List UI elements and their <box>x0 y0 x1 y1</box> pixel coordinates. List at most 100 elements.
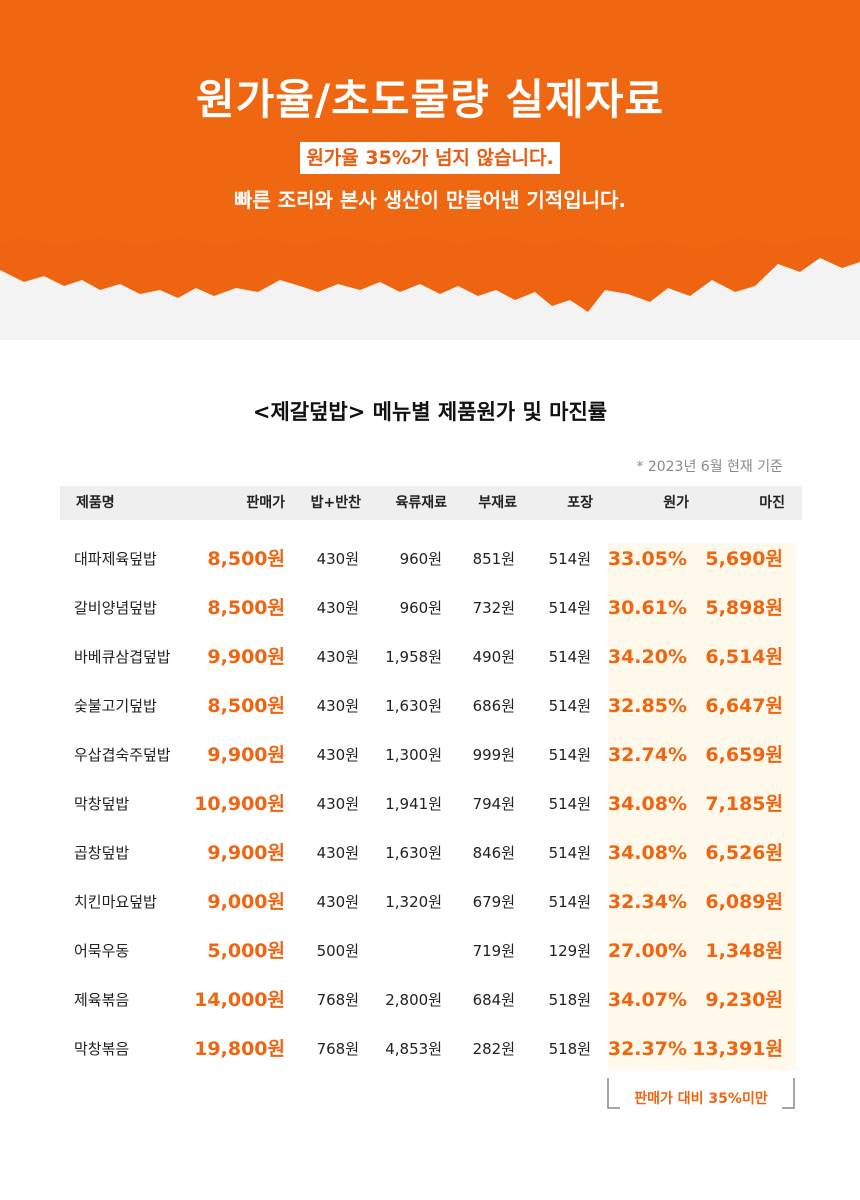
meat-cost: 1,630원 <box>385 697 442 715</box>
margin-amount: 1,348원 <box>705 940 783 962</box>
rice-side-cost: 430원 <box>316 893 359 911</box>
packaging-cost: 518원 <box>548 1040 591 1058</box>
cost-margin-highlight-band <box>608 543 796 1070</box>
product-name: 막창덮밥 <box>74 795 130 813</box>
header-rice: 밥+반찬 <box>310 495 361 511</box>
product-name: 갈비양념덮밥 <box>74 599 157 617</box>
rice-side-cost: 768원 <box>316 991 359 1009</box>
rice-side-cost: 430원 <box>316 795 359 813</box>
bracket-line <box>607 1078 795 1109</box>
meat-cost: 1,958원 <box>385 648 442 666</box>
product-name: 숯불고기덮밥 <box>74 697 157 715</box>
meat-cost: 1,320원 <box>385 893 442 911</box>
meat-cost: 960원 <box>399 599 442 617</box>
product-name: 곱창덮밥 <box>74 844 130 862</box>
table-row: 대파제육덮밥 8,500원 430원 960원 851원 514원 33.05%… <box>0 535 860 584</box>
sub-ingredient-cost: 732원 <box>472 599 515 617</box>
cost-rate: 32.34% <box>607 891 687 913</box>
sub-ingredient-cost: 851원 <box>472 550 515 568</box>
meat-cost: 1,941원 <box>385 795 442 813</box>
highlight-badge: 원가율 35%가 넘지 않습니다. <box>300 142 560 174</box>
sale-price: 10,900원 <box>194 793 285 815</box>
cost-footnote-bracket: 판매가 대비 35%미만 <box>606 1078 796 1110</box>
sub-ingredient-cost: 684원 <box>472 991 515 1009</box>
table-header-row: 제품명 판매가 밥+반찬 육류재료 부재료 포장 원가 마진 <box>60 486 802 520</box>
sale-price: 8,500원 <box>207 597 285 619</box>
header-sub: 부재료 <box>478 495 517 511</box>
header-margin: 마진 <box>759 495 785 511</box>
table-row: 갈비양념덮밥 8,500원 430원 960원 732원 514원 30.61%… <box>0 584 860 633</box>
sub-ingredient-cost: 794원 <box>472 795 515 813</box>
packaging-cost: 129원 <box>548 942 591 960</box>
sale-price: 19,800원 <box>194 1038 285 1060</box>
header-name: 제품명 <box>76 495 115 511</box>
rice-side-cost: 430원 <box>316 697 359 715</box>
cost-rate: 34.20% <box>607 646 687 668</box>
footnote-text: 판매가 대비 35%미만 <box>634 1091 768 1107</box>
margin-amount: 13,391원 <box>692 1038 783 1060</box>
sale-price: 9,000원 <box>207 891 285 913</box>
rice-side-cost: 430원 <box>316 599 359 617</box>
cost-rate: 32.74% <box>607 744 687 766</box>
product-name: 바베큐삼겹덮밥 <box>74 648 171 666</box>
margin-amount: 7,185원 <box>705 793 783 815</box>
packaging-cost: 514원 <box>548 599 591 617</box>
table-title: <제갈덮밥> 메뉴별 제품원가 및 마진률 <box>252 400 608 424</box>
sub-ingredient-cost: 282원 <box>472 1040 515 1058</box>
table-row: 막창볶음 19,800원 768원 4,853원 282원 518원 32.37… <box>0 1025 860 1074</box>
packaging-cost: 514원 <box>548 550 591 568</box>
margin-amount: 5,898원 <box>705 597 783 619</box>
meat-cost: 1,300원 <box>385 746 442 764</box>
sale-price: 8,500원 <box>207 548 285 570</box>
packaging-cost: 514원 <box>548 648 591 666</box>
table-row: 막창덮밥 10,900원 430원 1,941원 794원 514원 34.08… <box>0 780 860 829</box>
sub-ingredient-cost: 686원 <box>472 697 515 715</box>
sub-ingredient-cost: 846원 <box>472 844 515 862</box>
packaging-cost: 514원 <box>548 697 591 715</box>
sub-ingredient-cost: 719원 <box>472 942 515 960</box>
product-name: 제육볶음 <box>74 991 130 1009</box>
sub-ingredient-cost: 999원 <box>472 746 515 764</box>
sub-ingredient-cost: 679원 <box>472 893 515 911</box>
header-meat: 육류재료 <box>395 495 447 511</box>
sale-price: 9,900원 <box>207 842 285 864</box>
cost-rate: 33.05% <box>607 548 687 570</box>
table-row: 곱창덮밥 9,900원 430원 1,630원 846원 514원 34.08%… <box>0 829 860 878</box>
product-name: 막창볶음 <box>74 1040 130 1058</box>
rice-side-cost: 768원 <box>316 1040 359 1058</box>
table-row: 제육볶음 14,000원 768원 2,800원 684원 518원 34.07… <box>0 976 860 1025</box>
packaging-cost: 514원 <box>548 795 591 813</box>
rice-side-cost: 430원 <box>316 844 359 862</box>
margin-amount: 5,690원 <box>705 548 783 570</box>
cost-rate: 32.37% <box>607 1038 687 1060</box>
page-title: 원가율/초도물량 실제자료 <box>195 75 664 124</box>
header-pack: 포장 <box>567 495 593 511</box>
basis-note: * 2023년 6월 현재 기준 <box>636 459 783 475</box>
header-price: 판매가 <box>246 495 285 511</box>
product-name: 치킨마요덮밥 <box>74 893 157 911</box>
packaging-cost: 518원 <box>548 991 591 1009</box>
sale-price: 5,000원 <box>207 940 285 962</box>
hero-banner: 원가율/초도물량 실제자료 원가율 35%가 넘지 않습니다. 빠른 조리와 본… <box>0 0 860 340</box>
margin-amount: 6,526원 <box>705 842 783 864</box>
meat-cost: 2,800원 <box>385 991 442 1009</box>
sale-price: 8,500원 <box>207 695 285 717</box>
cost-rate: 34.07% <box>607 989 687 1011</box>
hero-subtitle: 빠른 조리와 본사 생산이 만들어낸 기적입니다. <box>233 188 626 212</box>
rice-side-cost: 500원 <box>316 942 359 960</box>
cost-rate: 34.08% <box>607 793 687 815</box>
rice-side-cost: 430원 <box>316 746 359 764</box>
margin-amount: 6,659원 <box>705 744 783 766</box>
sub-ingredient-cost: 490원 <box>472 648 515 666</box>
product-name: 우삽겹숙주덮밥 <box>74 746 171 764</box>
cost-rate: 32.85% <box>607 695 687 717</box>
highlight-wrapper: 원가율 35%가 넘지 않습니다. <box>0 142 860 174</box>
product-name: 대파제육덮밥 <box>74 550 157 568</box>
meat-cost: 1,630원 <box>385 844 442 862</box>
cost-rate: 27.00% <box>607 940 687 962</box>
meat-cost: 960원 <box>399 550 442 568</box>
sale-price: 9,900원 <box>207 646 285 668</box>
table-row: 우삽겹숙주덮밥 9,900원 430원 1,300원 999원 514원 32.… <box>0 731 860 780</box>
packaging-cost: 514원 <box>548 746 591 764</box>
margin-amount: 9,230원 <box>705 989 783 1011</box>
